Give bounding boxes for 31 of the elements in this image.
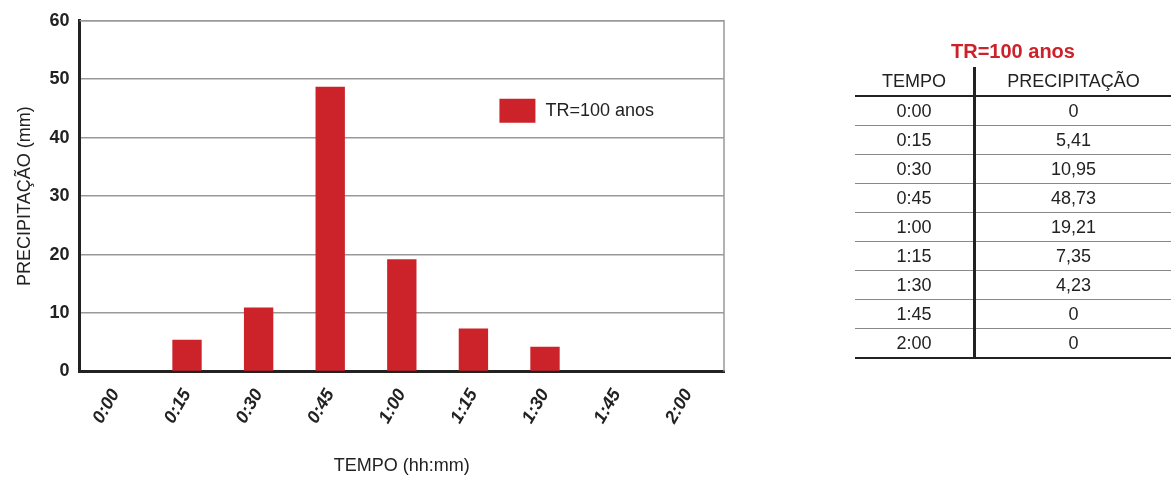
text: 4,23 [974,270,1171,300]
y-tick-label: 50 [49,68,70,89]
y-tick-label: 30 [49,185,70,206]
text: 0 [974,96,1171,126]
text: 19,21 [974,212,1171,242]
y-tick-label: 20 [49,243,70,264]
text: 0:15 [855,125,975,155]
text: 0:30 [855,154,975,184]
text: 48,73 [974,183,1171,213]
legend-label: TR=100 anos [545,99,655,120]
text: 0:45 [855,183,975,213]
text: 1:45 [855,299,975,329]
y-tick-label: 60 [49,9,70,30]
text: 0 [974,328,1171,358]
y-tick-label: 10 [49,301,70,322]
text: 0 [974,299,1171,329]
x-axis-title: TEMPO (hh:mm) [333,455,470,476]
text: 1:00 [855,212,975,242]
text: 0:00 [855,96,975,126]
text: TR=100 anos [950,40,1076,63]
text: TEMPO [855,67,975,96]
text: 1:30 [855,270,975,300]
text: 2:00 [855,328,975,358]
text: 10,95 [974,154,1171,184]
y-axis-title: PRECIPITAÇÃO (mm) [12,106,34,286]
y-tick-label: 40 [49,126,70,147]
text: 5,41 [974,125,1171,155]
text: 7,35 [974,241,1171,271]
text: 1:15 [855,241,975,271]
text: PRECIPITAÇÃO [974,67,1171,96]
y-tick-label: 0 [59,360,70,381]
